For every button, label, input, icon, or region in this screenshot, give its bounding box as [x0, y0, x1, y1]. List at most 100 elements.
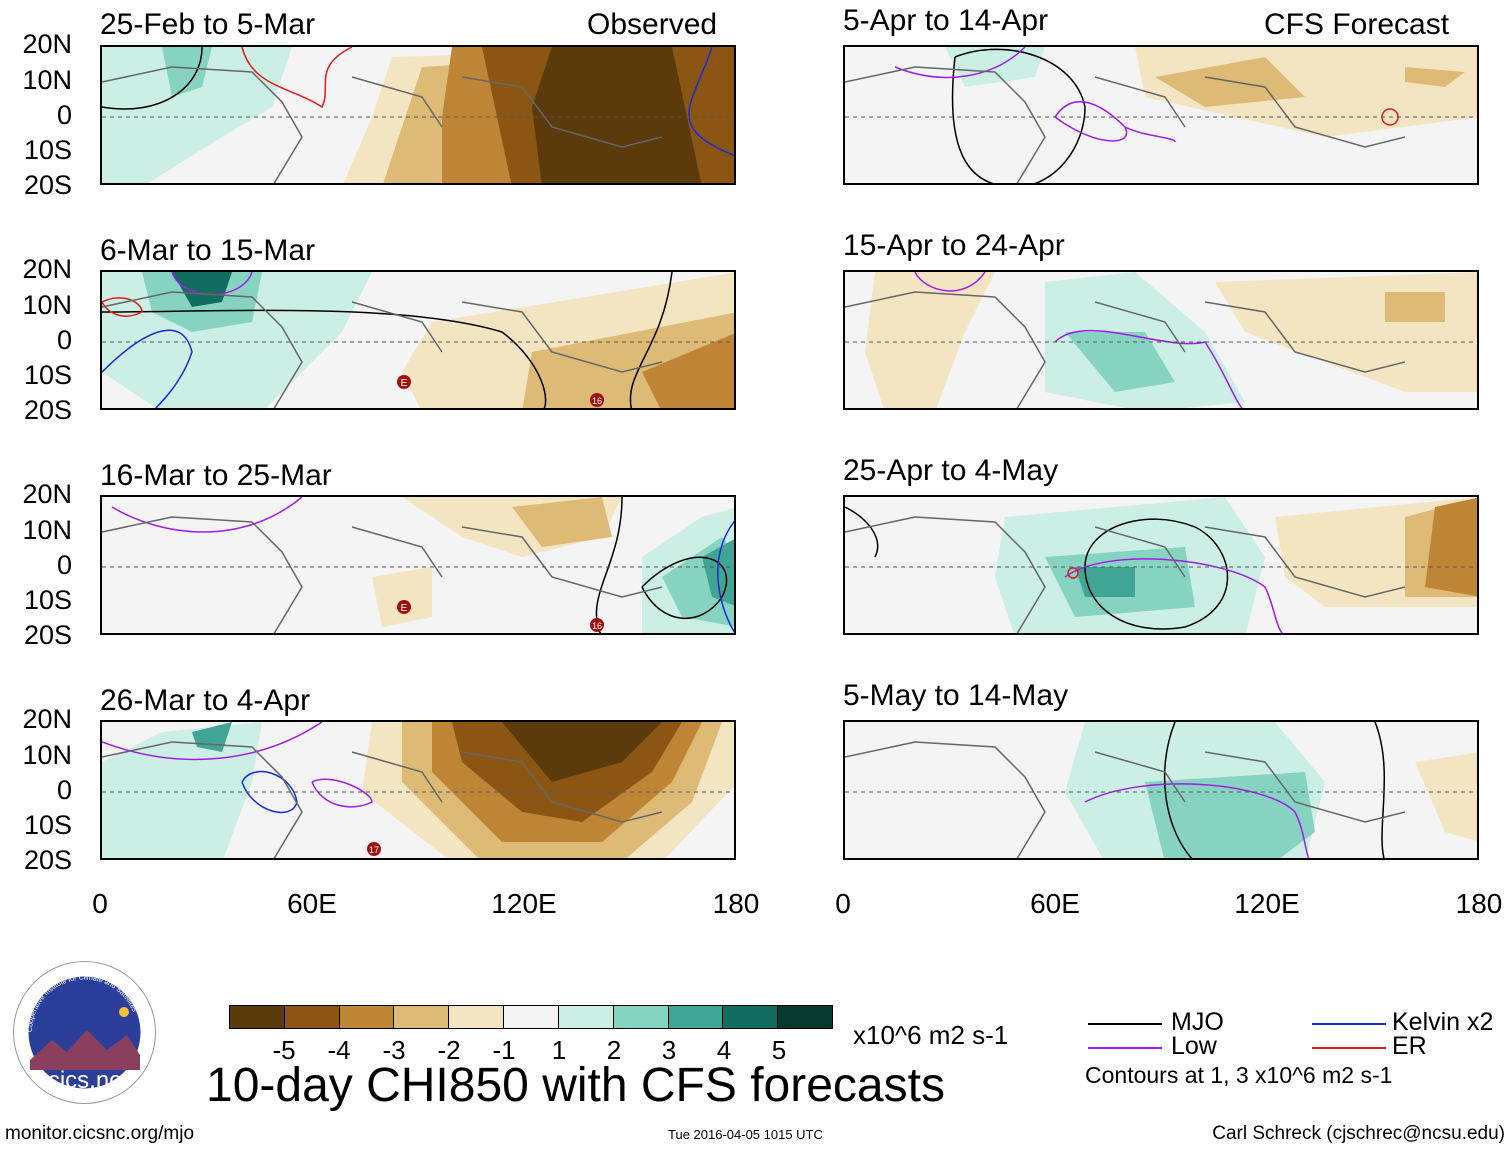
- kelvin-contour: [717, 521, 734, 633]
- colorbar-swatch: [558, 1006, 614, 1028]
- anomaly-negative: [1155, 57, 1305, 107]
- anomaly-negative: [102, 497, 622, 557]
- colorbar-tick: 2: [606, 1035, 622, 1065]
- cics-logo: cics.nc Cooperative Institute for Climat…: [13, 961, 156, 1104]
- kelvin-contour: [102, 329, 193, 408]
- panel-title-obs-4: 26-Mar to 4-Apr: [100, 684, 311, 717]
- map-panel-obs-3: E 16: [100, 495, 736, 635]
- coastlines: [845, 291, 1406, 408]
- map-panel-fcst-2: [843, 270, 1479, 410]
- lon-label: 180: [712, 888, 760, 919]
- anomaly-positive: [1075, 567, 1135, 597]
- colorbar-tick: -5: [272, 1035, 296, 1065]
- mjo-contour: [1163, 722, 1193, 858]
- legend-kelvin-line: [1312, 1023, 1386, 1025]
- legend-kelvin-label: Kelvin x2: [1392, 1008, 1494, 1036]
- lat-label: 20S: [23, 170, 72, 200]
- colorbar-tick: -2: [437, 1035, 461, 1065]
- mjo-contour: [845, 506, 879, 558]
- colorbar-units: x10^6 m2 s-1: [853, 1020, 1009, 1050]
- lat-label: 0: [56, 775, 72, 805]
- logo-sun: [119, 1007, 129, 1017]
- panel-title-obs-3: 16-Mar to 25-Mar: [100, 459, 332, 492]
- cyclone-label: 17: [369, 845, 379, 855]
- colorbar-swatch: [284, 1006, 340, 1028]
- panel-title-fcst-3: 25-Apr to 4-May: [843, 454, 1059, 487]
- lat-label: 0: [56, 325, 72, 355]
- legend-mjo-label: MJO: [1171, 1008, 1224, 1036]
- low-contour: [111, 497, 303, 533]
- anomaly-negative: [512, 497, 612, 547]
- coastlines: [845, 741, 1406, 858]
- footer-url[interactable]: monitor.cicsnc.org/mjo: [5, 1123, 195, 1144]
- coastlines: [102, 741, 663, 858]
- lat-label: 20N: [22, 704, 72, 734]
- map-panel-fcst-3: [843, 495, 1479, 635]
- lat-label: 10S: [23, 360, 72, 390]
- map-panel-obs-4: 17: [100, 720, 736, 860]
- cyclone-marker: [590, 393, 604, 407]
- lat-label: 10S: [23, 135, 72, 165]
- logo-text: cics.nc: [48, 1067, 121, 1094]
- anomaly-negative: [865, 272, 995, 408]
- lon-label: 60E: [287, 888, 337, 919]
- low-contour: [1054, 329, 1243, 408]
- cfs-forecast-header: CFS Forecast: [1264, 8, 1450, 41]
- observed-header: Observed: [587, 8, 718, 41]
- colorbar-tick: -4: [327, 1035, 351, 1065]
- mjo-contour: [102, 309, 547, 408]
- panel-title-fcst-2: 15-Apr to 24-Apr: [843, 229, 1065, 262]
- colorbar-swatch: [668, 1006, 724, 1028]
- colorbar-swatch: [394, 1006, 450, 1028]
- colorbar-tick: 3: [661, 1035, 677, 1065]
- map-svg: [102, 47, 734, 183]
- er-contour: [102, 297, 143, 317]
- map-svg: [845, 497, 1477, 633]
- cyclone-label: 16: [592, 621, 602, 631]
- anomaly-negative: [502, 722, 662, 782]
- lat-label: 20N: [22, 479, 72, 509]
- anomaly-positive: [1065, 332, 1175, 392]
- colorbar-swatch: [339, 1006, 395, 1028]
- map-panel-obs-2: E 16: [100, 270, 736, 410]
- lat-label: 10N: [22, 515, 72, 545]
- lat-label: 10N: [22, 290, 72, 320]
- map-panel-obs-1: [100, 45, 736, 185]
- legend-low-label: Low: [1171, 1032, 1217, 1060]
- anomaly-negative: [1385, 292, 1445, 322]
- colorbar-swatch: [778, 1006, 832, 1028]
- lon-label: 0: [835, 888, 851, 919]
- map-panel-fcst-1: [843, 45, 1479, 185]
- panel-title-fcst-4: 5-May to 14-May: [843, 679, 1069, 712]
- mjo-contour: [1084, 518, 1229, 630]
- coastlines: [102, 66, 663, 183]
- anomaly-negative: [642, 333, 734, 408]
- main-title: 10-day CHI850 with CFS forecasts: [206, 1059, 945, 1112]
- low-contour: [894, 47, 1026, 79]
- panel-title-obs-2: 6-Mar to 15-Mar: [100, 234, 316, 267]
- low-contour: [914, 272, 986, 292]
- map-svg: E 16: [102, 497, 734, 633]
- mjo-contour: [1374, 722, 1386, 858]
- anomaly-negative: [372, 567, 432, 627]
- logo-mountains: [30, 1030, 140, 1070]
- anomaly-negative: [1425, 497, 1477, 597]
- anomaly-positive: [102, 47, 292, 183]
- low-contour: [1054, 100, 1176, 143]
- legend-er-line: [1312, 1047, 1386, 1049]
- er-contour: [241, 47, 353, 109]
- coastlines: [102, 291, 663, 408]
- panel-title-fcst-1: 5-Apr to 14-Apr: [843, 4, 1049, 37]
- cyclone-label: E: [401, 603, 408, 614]
- contour-note: Contours at 1, 3 x10^6 m2 s-1: [1085, 1062, 1393, 1088]
- legend-mjo-line: [1088, 1023, 1162, 1025]
- cyclone-marker: [397, 600, 411, 614]
- colorbar-swatch: [230, 1006, 285, 1028]
- low-contour: [1064, 558, 1283, 633]
- footer-timestamp: Tue 2016-04-05 1015 UTC: [668, 1127, 823, 1142]
- lat-label: 20S: [23, 845, 72, 875]
- coastlines: [845, 516, 1406, 633]
- anomaly-positive: [102, 722, 262, 858]
- lon-label: 0: [92, 888, 108, 919]
- lat-label: 20S: [23, 620, 72, 650]
